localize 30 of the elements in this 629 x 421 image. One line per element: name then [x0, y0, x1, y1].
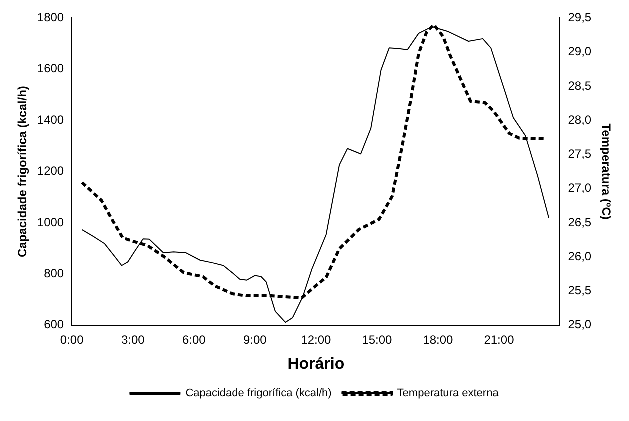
- y-tick-label: 1400: [37, 112, 64, 127]
- x-tick-label: 15:00: [362, 332, 393, 347]
- y2-tick-label: 28,5: [568, 78, 592, 93]
- x-tick-label: 18:00: [423, 332, 454, 347]
- y2-tick-label: 27,5: [568, 147, 592, 162]
- y2-axis-title: Temperatura (ºC): [599, 124, 614, 220]
- y2-tick-label: 26,0: [568, 249, 592, 264]
- y2-tick-label: 29,0: [568, 44, 592, 59]
- y-tick-label: 800: [44, 266, 64, 281]
- x-tick-label: 3:00: [121, 332, 146, 347]
- x-tick-label: 0:00: [60, 332, 84, 347]
- y2-tick-label: 26,5: [568, 215, 592, 230]
- legend-label: Temperatura externa: [397, 388, 500, 400]
- y-tick-label: 1200: [37, 164, 64, 178]
- y-axis-title: Capacidade frigorífica (kcal/h): [16, 86, 30, 258]
- y-tick-label: 1800: [37, 10, 64, 25]
- y2-tick-label: 29,5: [568, 10, 592, 25]
- y-tick-label: 1600: [37, 62, 64, 76]
- x-tick-label: 6:00: [182, 332, 206, 347]
- y2-tick-label: 27,0: [568, 181, 592, 196]
- x-tick-label: 9:00: [243, 332, 268, 347]
- y2-tick-label: 25,5: [568, 284, 592, 298]
- y-tick-label: 1000: [37, 215, 64, 230]
- y2-tick-label: 25,0: [568, 318, 592, 332]
- y2-tick-label: 28,0: [568, 112, 592, 127]
- y-tick-label: 600: [44, 318, 64, 332]
- x-tick-label: 21:00: [484, 332, 515, 347]
- x-tick-label: 12:00: [301, 332, 332, 347]
- legend-label: Capacidade frigorífica (kcal/h): [186, 388, 332, 400]
- x-axis-title: Horário: [288, 356, 345, 373]
